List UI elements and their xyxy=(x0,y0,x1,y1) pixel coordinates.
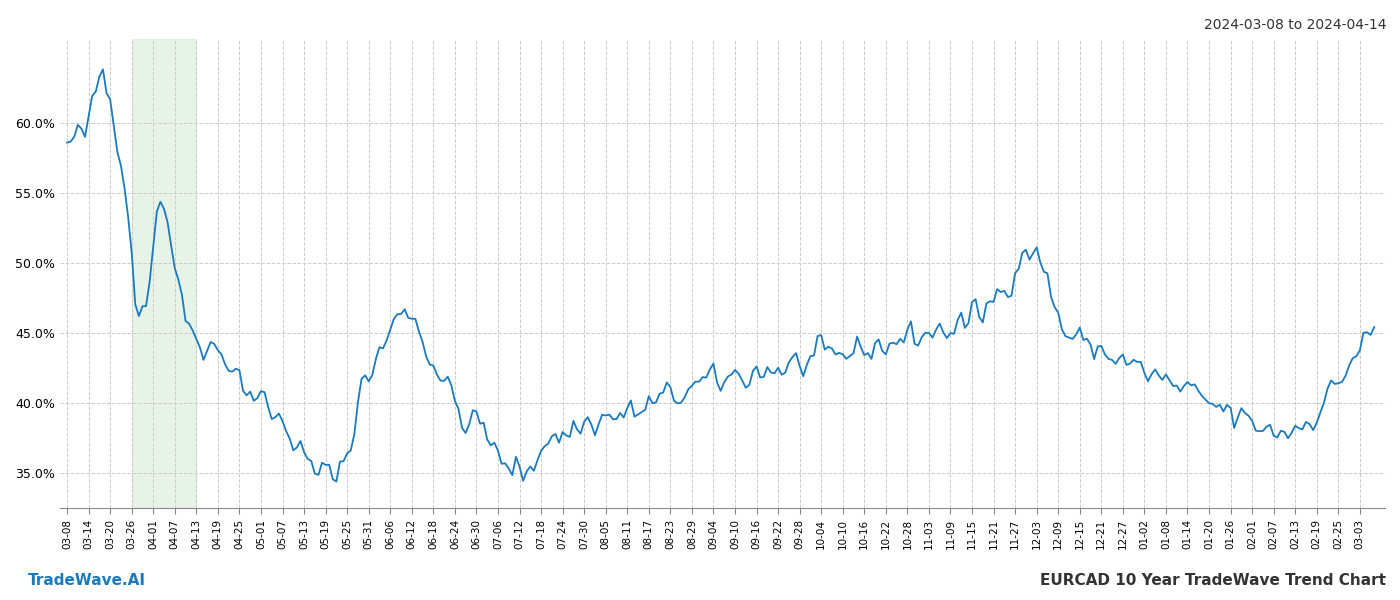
Text: TradeWave.AI: TradeWave.AI xyxy=(28,573,146,588)
Text: EURCAD 10 Year TradeWave Trend Chart: EURCAD 10 Year TradeWave Trend Chart xyxy=(1040,573,1386,588)
Text: 2024-03-08 to 2024-04-14: 2024-03-08 to 2024-04-14 xyxy=(1204,18,1386,32)
Bar xyxy=(132,39,196,508)
